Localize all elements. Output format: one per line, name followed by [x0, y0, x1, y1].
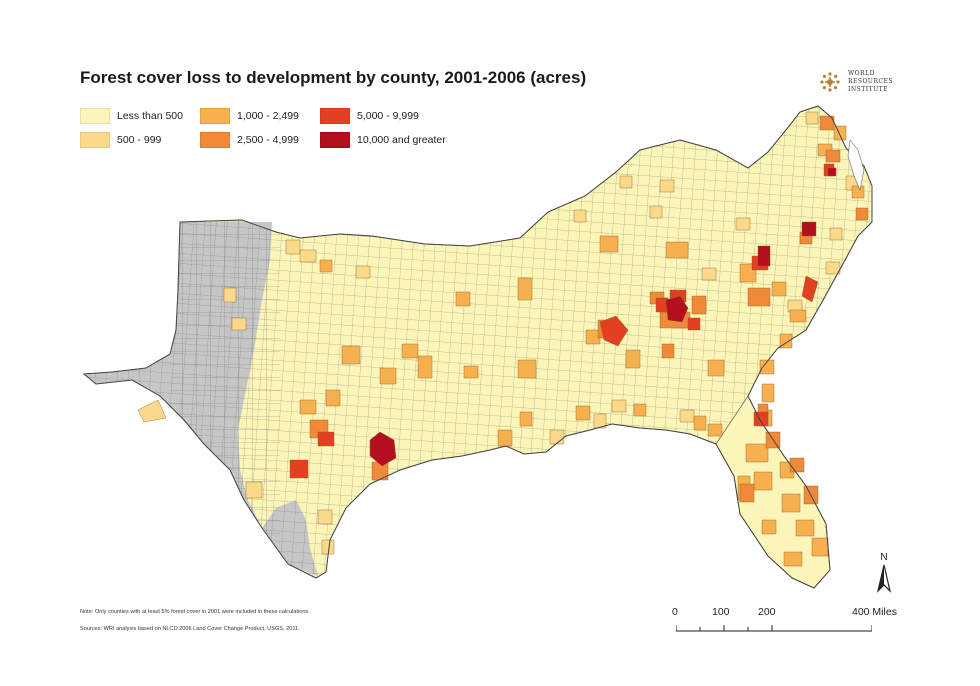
- loss-hotspots: [137, 111, 869, 567]
- north-arrow-icon: [876, 564, 892, 593]
- legend-swatch: [320, 132, 350, 148]
- scale-tick-100: 100: [712, 606, 730, 618]
- scale-tick-200: 200: [758, 606, 776, 618]
- legend-swatch: [80, 132, 110, 148]
- wri-logo-icon: [820, 72, 840, 92]
- wri-logo: WORLD RESOURCES INSTITUTE: [818, 70, 893, 94]
- land-layer: [82, 105, 873, 589]
- scale-tick-400: 400 Miles: [852, 606, 897, 618]
- legend: Less than 500 500 - 999 1,000 - 2,499 2,…: [80, 108, 480, 152]
- legend-label: 500 - 999: [117, 134, 162, 146]
- scale-bar: 0 100 200 400 Miles: [668, 606, 908, 634]
- legend-item-5000-9999: 5,000 - 9,999: [320, 108, 419, 124]
- legend-swatch: [200, 108, 230, 124]
- legend-swatch: [320, 108, 350, 124]
- legend-item-1000-2499: 1,000 - 2,499: [200, 108, 299, 124]
- legend-label: 10,000 and greater: [357, 134, 446, 146]
- map-title: Forest cover loss to development by coun…: [80, 68, 587, 87]
- hotspot-500-999: [137, 111, 859, 555]
- logo-line-2: RESOURCES: [848, 78, 894, 85]
- wri-logo-text: WORLD RESOURCES INSTITUTE: [848, 70, 893, 94]
- hotspot-10000-plus: [369, 167, 837, 467]
- legend-label: 5,000 - 9,999: [357, 110, 419, 122]
- legend-label: 2,500 - 4,999: [237, 134, 299, 146]
- logo-line-1: WORLD: [848, 70, 875, 77]
- map-sources: Sources: WRI analysis based on NLCD 2006…: [80, 626, 300, 632]
- state-outline: [82, 105, 873, 589]
- north-arrow: N: [872, 552, 896, 598]
- logo-line-3: INSTITUTE: [848, 86, 889, 93]
- legend-swatch: [80, 108, 110, 124]
- legend-label: 1,000 - 2,499: [237, 110, 299, 122]
- legend-item-2500-4999: 2,500 - 4,999: [200, 132, 299, 148]
- scale-tick-0: 0: [672, 606, 678, 618]
- north-label: N: [880, 552, 888, 563]
- map-note: Note: Only counties with at least 5% for…: [80, 609, 310, 615]
- legend-item-500-999: 500 - 999: [80, 132, 161, 148]
- scale-bar-graphic: [676, 625, 872, 632]
- hotspot-1000-2499: [299, 125, 865, 567]
- legend-swatch: [200, 132, 230, 148]
- legend-item-10000-plus: 10,000 and greater: [320, 132, 446, 148]
- legend-label: Less than 500: [117, 110, 183, 122]
- legend-item-less-than-500: Less than 500: [80, 108, 183, 124]
